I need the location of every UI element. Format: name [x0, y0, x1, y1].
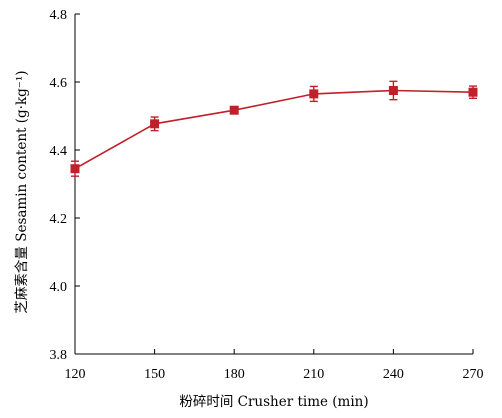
y-tick-label: 4.4 [50, 144, 68, 159]
x-tick-label: 240 [383, 367, 404, 382]
y-tick-label: 3.8 [50, 348, 68, 363]
data-point-marker [309, 89, 319, 99]
series-line [74, 89, 474, 170]
x-ticks: 120 150 180 210 240 270 [65, 349, 484, 382]
data-point-marker [388, 86, 398, 95]
x-tick-label: 210 [303, 367, 324, 382]
y-tick-label: 4.0 [50, 280, 68, 295]
y-ticks: 3.8 4.0 4.2 4.4 4.6 4.8 [50, 8, 80, 363]
x-axis-label: 粉碎时间 Crusher time (min) [179, 394, 368, 410]
data-point-marker [229, 105, 239, 115]
data-point-marker [468, 87, 478, 97]
series-layer [70, 80, 478, 177]
x-tick-label: 120 [65, 367, 86, 382]
y-tick-label: 4.2 [50, 212, 68, 227]
axes [74, 14, 473, 355]
y-tick-label: 4.6 [50, 76, 68, 91]
data-point-marker [150, 119, 160, 129]
y-axis-label: 芝麻素含量 Sesamin content (g·kg⁻¹) [14, 70, 30, 313]
y-tick-label: 4.8 [50, 8, 68, 23]
x-tick-label: 150 [144, 367, 165, 382]
x-tick-label: 270 [463, 367, 484, 382]
x-tick-label: 180 [224, 367, 245, 382]
data-point-marker [70, 164, 80, 174]
